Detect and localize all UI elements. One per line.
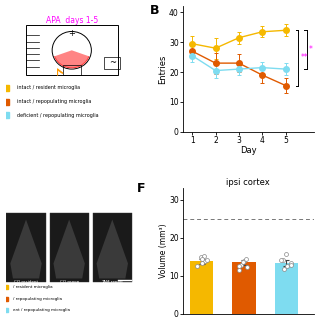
X-axis label: Day: Day [240, 146, 257, 155]
Text: B: B [150, 4, 160, 17]
Wedge shape [55, 50, 89, 68]
Text: intact / resident microglia: intact / resident microglia [17, 85, 80, 91]
Bar [275, 263, 298, 314]
Text: / repopulating microglia: / repopulating microglia [13, 297, 62, 300]
Text: ~: ~ [109, 58, 116, 67]
Polygon shape [10, 220, 42, 278]
Point [202, 259, 207, 264]
Point [244, 256, 249, 261]
Text: CO resident: CO resident [14, 280, 38, 284]
Bar [6, 213, 46, 282]
Point [281, 266, 286, 271]
Text: / resident microglia: / resident microglia [13, 285, 52, 289]
Point [285, 264, 290, 269]
Bar [232, 262, 256, 314]
Point [288, 261, 293, 266]
Point [237, 264, 242, 269]
Point [278, 258, 284, 263]
Point [245, 265, 250, 270]
Text: *: * [308, 45, 312, 54]
Text: **: ** [300, 53, 308, 62]
Y-axis label: Entries: Entries [159, 54, 168, 84]
Text: CO repop: CO repop [60, 280, 79, 284]
Point [240, 260, 245, 265]
Point [195, 264, 200, 269]
Point [200, 256, 205, 261]
Point [239, 262, 244, 268]
Title: ipsi cortex: ipsi cortex [226, 179, 270, 188]
Point [199, 261, 204, 266]
Point [242, 259, 247, 264]
Text: deficient / repopulating microglia: deficient / repopulating microglia [17, 113, 99, 118]
Bar [63, 65, 81, 76]
Bar [26, 25, 117, 76]
Text: TAM repop: TAM repop [101, 280, 123, 284]
Text: +: + [68, 29, 75, 38]
Bar [104, 57, 120, 69]
Polygon shape [97, 220, 128, 278]
Polygon shape [53, 220, 85, 278]
Point [283, 251, 288, 256]
Point [204, 258, 210, 263]
Bar [190, 261, 213, 314]
Y-axis label: Volume (mm³): Volume (mm³) [159, 224, 168, 278]
Text: ent / repopulating microglia: ent / repopulating microglia [13, 308, 70, 312]
Text: F: F [137, 182, 146, 195]
Bar [93, 213, 132, 282]
Point [281, 257, 286, 262]
Point [199, 255, 204, 260]
Point [202, 253, 207, 259]
Text: APA  days 1-5: APA days 1-5 [46, 16, 98, 25]
Bar [50, 213, 89, 282]
Point [288, 262, 293, 268]
Text: intact / repopulating microglia: intact / repopulating microglia [17, 99, 91, 104]
Point [237, 267, 242, 272]
